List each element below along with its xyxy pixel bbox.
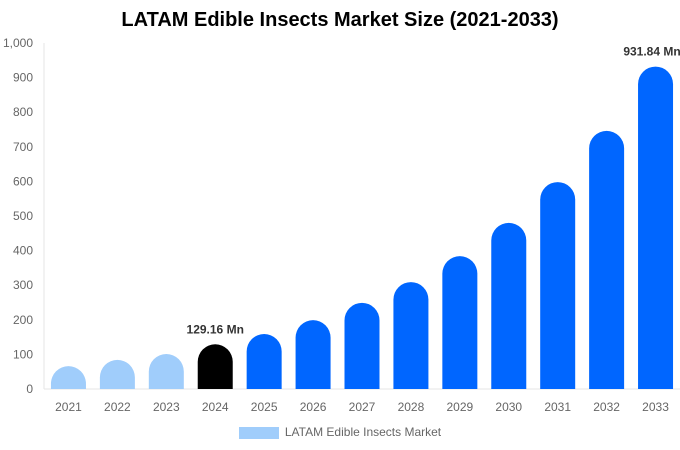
bar-2022[interactable]	[99, 359, 135, 389]
bar-2021[interactable]	[50, 366, 86, 389]
y-tick-label: 600	[13, 174, 33, 188]
y-tick-label: 700	[13, 140, 33, 154]
data-label-2024: 129.16 Mn	[187, 322, 244, 336]
data-label-2033: 931.84 Mn	[623, 45, 680, 59]
bar-2028[interactable]	[393, 282, 429, 389]
x-tick-label: 2027	[349, 400, 376, 414]
y-tick-label: 400	[13, 244, 33, 258]
bar-2026[interactable]	[295, 320, 331, 389]
legend-label: LATAM Edible Insects Market	[284, 425, 442, 439]
x-tick-label: 2022	[104, 400, 131, 414]
y-tick-label: 200	[13, 313, 33, 327]
x-tick-label: 2033	[642, 400, 669, 414]
x-tick-label: 2023	[153, 400, 180, 414]
x-tick-label: 2029	[446, 400, 473, 414]
bar-2029[interactable]	[442, 256, 478, 389]
y-tick-label: 800	[13, 105, 33, 119]
y-tick-label: 1,000	[3, 36, 33, 50]
x-tick-label: 2025	[251, 400, 278, 414]
chart-title: LATAM Edible Insects Market Size (2021-2…	[121, 9, 559, 31]
y-tick-label: 100	[13, 347, 33, 361]
bar-2030[interactable]	[491, 222, 527, 389]
legend[interactable]: LATAM Edible Insects Market	[0, 425, 680, 439]
bar-2023[interactable]	[148, 354, 184, 389]
x-tick-label: 2032	[593, 400, 620, 414]
bar-2031[interactable]	[540, 182, 576, 389]
y-tick-label: 900	[13, 71, 33, 85]
x-tick-label: 2026	[300, 400, 327, 414]
y-tick-label: 0	[26, 382, 33, 396]
bar-2032[interactable]	[589, 130, 625, 389]
x-tick-label: 2028	[398, 400, 425, 414]
bar-2025[interactable]	[246, 333, 282, 389]
y-tick-label: 300	[13, 278, 33, 292]
y-tick-label: 500	[13, 209, 33, 223]
bar-2024[interactable]	[197, 344, 233, 389]
x-tick-label: 2030	[495, 400, 522, 414]
bar-2033[interactable]	[638, 66, 674, 389]
bar-2027[interactable]	[344, 302, 380, 389]
legend-swatch	[238, 426, 279, 439]
x-tick-label: 2024	[202, 400, 229, 414]
x-tick-label: 2031	[544, 400, 571, 414]
x-tick-label: 2021	[55, 400, 82, 414]
